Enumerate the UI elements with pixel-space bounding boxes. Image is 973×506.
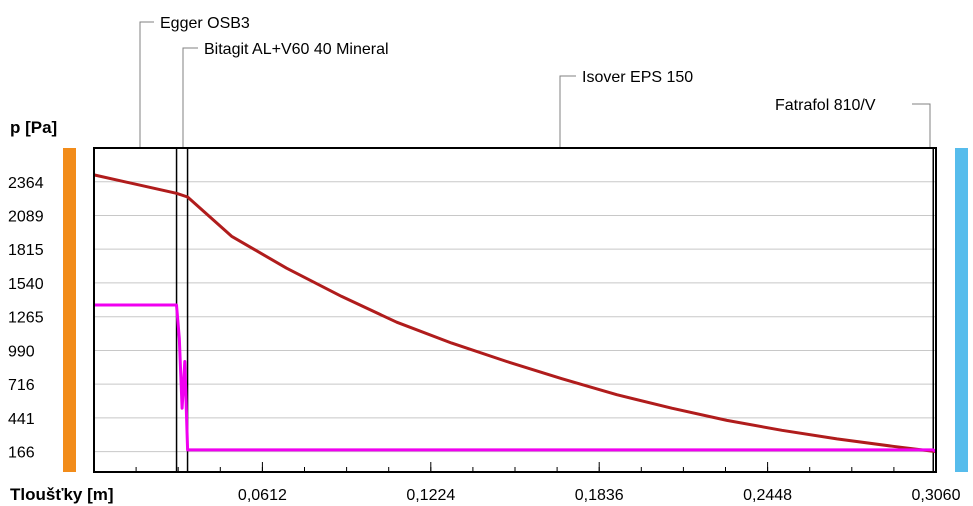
x-tick-label: 0,1224 xyxy=(406,487,455,504)
y-tick-label: 1815 xyxy=(8,242,44,259)
layer-leader xyxy=(182,47,198,148)
y-tick-label: 1540 xyxy=(8,276,44,293)
layer-leader xyxy=(912,103,931,148)
layer-leaders: Egger OSB3 Bitagit AL+V60 40 Mineral Isove… xyxy=(139,15,931,148)
y-tick-label: 716 xyxy=(8,377,35,394)
layer-leader xyxy=(559,75,576,148)
series xyxy=(93,173,937,454)
series-line xyxy=(94,303,937,453)
y-tick-label: 441 xyxy=(8,411,35,428)
exterior-side-bar xyxy=(955,148,968,472)
layer-label: Egger OSB3 xyxy=(160,15,250,32)
y-tick-label: 166 xyxy=(8,445,35,462)
x-axis-title: Tloušťky [m] xyxy=(10,485,114,504)
y-axis-ticks: 166 441 716 990 1265 1540 1815 2089 2364 xyxy=(8,175,44,462)
x-tick-label: 0,1836 xyxy=(575,487,624,504)
y-axis-title: p [Pa] xyxy=(10,118,57,137)
interior-side-bar xyxy=(63,148,76,472)
x-tick-label: 0,2448 xyxy=(743,487,792,504)
plot-frame xyxy=(93,147,937,473)
layer-label: Fatrafol 810/V xyxy=(775,97,876,114)
layer-boundaries xyxy=(175,148,934,472)
series-line xyxy=(93,173,937,454)
layer-label: Isover EPS 150 xyxy=(582,69,693,86)
y-tick-label: 1265 xyxy=(8,310,44,327)
y-tick-label: 990 xyxy=(8,343,35,360)
y-tick-label: 2089 xyxy=(8,209,44,226)
x-axis-ticks: 0,0612 0,1224 0,1836 0,2448 0,3060 xyxy=(135,462,961,504)
layer-leader xyxy=(139,21,154,148)
x-tick-label: 0,0612 xyxy=(238,487,287,504)
y-tick-label: 2364 xyxy=(8,175,44,192)
x-tick-label: 0,3060 xyxy=(912,487,961,504)
gridlines xyxy=(94,181,936,453)
layer-label: Bitagit AL+V60 40 Mineral xyxy=(204,41,389,58)
